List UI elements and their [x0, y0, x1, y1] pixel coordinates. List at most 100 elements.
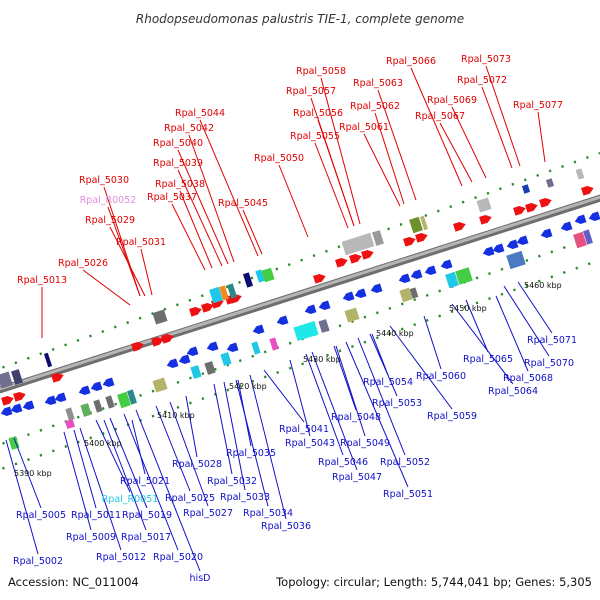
- gene-label-rpal-r0052[interactable]: Rpal_R0052: [80, 195, 137, 206]
- forward-gene-arrow[interactable]: [349, 252, 363, 264]
- gene-label-rpal-5044[interactable]: Rpal_5044: [175, 108, 225, 119]
- reverse-gene-arrow[interactable]: [44, 395, 57, 407]
- feature-block[interactable]: [251, 341, 261, 355]
- gene-label-rpal-5035[interactable]: Rpal_5035: [226, 448, 276, 459]
- reverse-gene-arrow[interactable]: [342, 291, 355, 303]
- feature-block[interactable]: [399, 287, 413, 303]
- feature-block[interactable]: [43, 352, 53, 368]
- gene-label-rpal-5068[interactable]: Rpal_5068: [503, 373, 553, 384]
- gene-label-rpal-5058[interactable]: Rpal_5058: [296, 66, 346, 77]
- feature-block[interactable]: [409, 216, 423, 234]
- feature-block[interactable]: [409, 287, 419, 299]
- gene-label-rpal-5054[interactable]: Rpal_5054: [363, 377, 413, 388]
- gene-label-rpal-5028[interactable]: Rpal_5028: [172, 459, 222, 470]
- forward-gene-arrow[interactable]: [581, 184, 595, 196]
- feature-block[interactable]: [209, 286, 223, 304]
- reverse-gene-arrow[interactable]: [166, 358, 179, 370]
- gene-label-rpal-5056[interactable]: Rpal_5056: [293, 108, 343, 119]
- feature-block[interactable]: [204, 361, 216, 375]
- feature-block[interactable]: [583, 229, 593, 245]
- reverse-gene-arrow[interactable]: [482, 246, 495, 258]
- feature-block[interactable]: [227, 283, 237, 299]
- reverse-gene-arrow[interactable]: [516, 235, 529, 247]
- feature-block[interactable]: [455, 267, 473, 285]
- gene-label-rpal-5046[interactable]: Rpal_5046: [318, 457, 368, 468]
- reverse-gene-arrow[interactable]: [410, 269, 423, 281]
- gene-label-rpal-5048[interactable]: Rpal_5048: [331, 412, 381, 423]
- feature-block[interactable]: [65, 407, 75, 421]
- gene-label-rpal-5045[interactable]: Rpal_5045: [218, 198, 268, 209]
- reverse-gene-arrow[interactable]: [560, 221, 573, 233]
- gene-label-rpal-5040[interactable]: Rpal_5040: [153, 138, 203, 149]
- reverse-gene-arrow[interactable]: [22, 400, 35, 412]
- gene-label-rpal-5034[interactable]: Rpal_5034: [243, 508, 293, 519]
- reverse-gene-arrow[interactable]: [440, 259, 453, 271]
- feature-block[interactable]: [419, 215, 429, 231]
- reverse-gene-arrow[interactable]: [90, 381, 103, 393]
- gene-label-rpal-5013[interactable]: Rpal_5013: [17, 275, 67, 286]
- forward-gene-arrow[interactable]: [335, 256, 349, 268]
- forward-gene-arrow[interactable]: [131, 340, 145, 352]
- feature-block[interactable]: [261, 267, 275, 283]
- gene-label-rpal-5053[interactable]: Rpal_5053: [372, 398, 422, 409]
- reverse-gene-arrow[interactable]: [186, 346, 199, 358]
- gene-label-rpal-5025[interactable]: Rpal_5025: [165, 493, 215, 504]
- gene-label-rpal-5041[interactable]: Rpal_5041: [279, 424, 329, 435]
- gene-label-rpal-5051[interactable]: Rpal_5051: [383, 489, 433, 500]
- gene-label-rpal-5002[interactable]: Rpal_5002: [13, 556, 63, 567]
- gene-label-rpal-5067[interactable]: Rpal_5067: [415, 111, 465, 122]
- feature-block[interactable]: [11, 369, 23, 385]
- reverse-gene-arrow[interactable]: [318, 300, 331, 312]
- gene-label-rpal-5042[interactable]: Rpal_5042: [164, 123, 214, 134]
- gene-label-rpal-5063[interactable]: Rpal_5063: [353, 78, 403, 89]
- feature-block[interactable]: [219, 285, 229, 301]
- feature-block[interactable]: [341, 232, 375, 256]
- reverse-gene-arrow[interactable]: [78, 385, 91, 397]
- gene-label-rpal-5038[interactable]: Rpal_5038: [155, 179, 205, 190]
- gene-label-rpal-5011[interactable]: Rpal_5011: [71, 510, 121, 521]
- reverse-gene-arrow[interactable]: [370, 283, 383, 295]
- gene-label-rpal-5065[interactable]: Rpal_5065: [463, 354, 513, 365]
- gene-label-rpal-5017[interactable]: Rpal_5017: [121, 532, 171, 543]
- gene-label-rpal-5070[interactable]: Rpal_5070: [524, 358, 574, 369]
- gene-label-rpal-5062[interactable]: Rpal_5062: [350, 101, 400, 112]
- forward-gene-arrow[interactable]: [189, 305, 203, 317]
- feature-block[interactable]: [80, 403, 92, 417]
- reverse-gene-arrow[interactable]: [252, 324, 265, 336]
- gene-label-rpal-5009[interactable]: Rpal_5009: [66, 532, 116, 543]
- reverse-gene-arrow[interactable]: [398, 273, 411, 285]
- reverse-gene-arrow[interactable]: [178, 354, 191, 366]
- reverse-gene-arrow[interactable]: [506, 239, 519, 251]
- gene-label-rpal-5077[interactable]: Rpal_5077: [513, 100, 563, 111]
- gene-label-rpal-5031[interactable]: Rpal_5031: [116, 237, 166, 248]
- gene-label-rpal-5027[interactable]: Rpal_5027: [183, 508, 233, 519]
- forward-gene-arrow[interactable]: [513, 204, 527, 216]
- forward-gene-arrow[interactable]: [151, 335, 165, 347]
- feature-block[interactable]: [152, 377, 168, 393]
- gene-label-rpal-5012[interactable]: Rpal_5012: [96, 552, 146, 563]
- forward-gene-arrow[interactable]: [201, 301, 215, 313]
- reverse-gene-arrow[interactable]: [0, 406, 13, 418]
- forward-gene-arrow[interactable]: [525, 201, 539, 213]
- feature-block[interactable]: [372, 230, 384, 246]
- feature-block[interactable]: [93, 399, 103, 413]
- feature-block[interactable]: [318, 319, 330, 333]
- forward-gene-arrow[interactable]: [13, 390, 27, 402]
- feature-block[interactable]: [64, 418, 76, 430]
- reverse-gene-arrow[interactable]: [424, 265, 437, 277]
- forward-gene-arrow[interactable]: [51, 371, 65, 383]
- feature-block[interactable]: [344, 307, 360, 323]
- gene-label-rpal-5052[interactable]: Rpal_5052: [380, 457, 430, 468]
- forward-gene-arrow[interactable]: [313, 272, 327, 284]
- gene-label-rpal-5064[interactable]: Rpal_5064: [488, 386, 538, 397]
- gene-label-rpal-5066[interactable]: Rpal_5066: [386, 56, 436, 67]
- feature-block[interactable]: [575, 168, 585, 180]
- gene-label-rpal-5049[interactable]: Rpal_5049: [340, 438, 390, 449]
- reverse-gene-arrow[interactable]: [54, 392, 67, 404]
- reverse-gene-arrow[interactable]: [10, 403, 23, 415]
- gene-label-rpal-5037[interactable]: Rpal_5037: [147, 192, 197, 203]
- gene-label-rpal-5039[interactable]: Rpal_5039: [153, 158, 203, 169]
- gene-label-rpal-5071[interactable]: Rpal_5071: [527, 335, 577, 346]
- feature-block[interactable]: [506, 250, 526, 270]
- reverse-gene-arrow[interactable]: [276, 315, 289, 327]
